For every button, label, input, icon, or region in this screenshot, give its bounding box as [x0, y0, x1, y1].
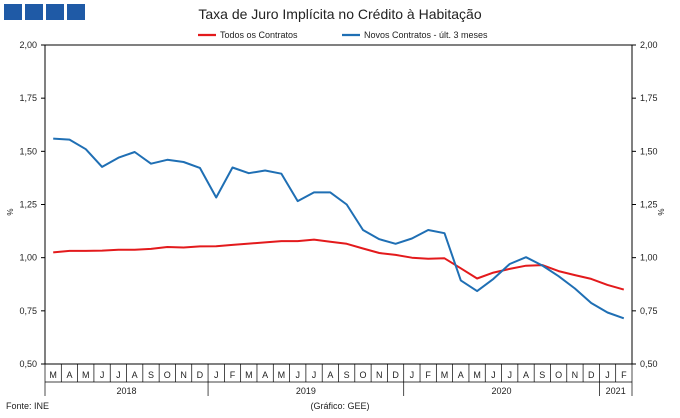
- source-label: Fonte: INE: [6, 401, 50, 411]
- x-tick-label: N: [376, 370, 383, 380]
- series-line: [53, 238, 625, 291]
- x-tick-label: S: [148, 370, 154, 380]
- x-tick-label: A: [132, 370, 138, 380]
- x-tick-label: F: [621, 370, 627, 380]
- y-axis-label-left: %: [6, 208, 15, 215]
- y-tick-label-right: 2,00: [640, 40, 658, 50]
- x-tick-label: D: [588, 370, 595, 380]
- x-tick-label: M: [278, 370, 286, 380]
- x-tick-label: F: [230, 370, 236, 380]
- legend-label: Novos Contratos - últ. 3 meses: [364, 30, 488, 40]
- x-tick-label: S: [539, 370, 545, 380]
- x-tick-label: J: [410, 370, 415, 380]
- chart-title: Taxa de Juro Implícita no Crédito à Habi…: [198, 6, 482, 22]
- x-tick-label: M: [441, 370, 449, 380]
- year-label: 2021: [606, 386, 626, 396]
- y-tick-label-right: 1,25: [640, 200, 658, 210]
- x-tick-label: D: [197, 370, 204, 380]
- y-tick-label-right: 0,75: [640, 306, 658, 316]
- credit-note: (Gráfico: GEE): [310, 401, 370, 411]
- x-tick-label: A: [523, 370, 529, 380]
- x-tick-label: A: [327, 370, 333, 380]
- x-tick-label: O: [164, 370, 171, 380]
- x-tick-label: S: [344, 370, 350, 380]
- y-tick-label-right: 1,00: [640, 253, 658, 263]
- year-label: 2018: [117, 386, 137, 396]
- y-tick-label-right: 1,50: [640, 146, 658, 156]
- x-tick-label: J: [507, 370, 512, 380]
- x-tick-label: J: [116, 370, 121, 380]
- x-tick-label: O: [359, 370, 366, 380]
- series-line: [53, 137, 625, 320]
- x-tick-label: M: [473, 370, 481, 380]
- y-tick-label-left: 1,25: [19, 200, 37, 210]
- x-tick-label: J: [214, 370, 219, 380]
- x-tick-label: M: [49, 370, 57, 380]
- x-tick-label: J: [100, 370, 105, 380]
- x-tick-label: J: [312, 370, 317, 380]
- year-label: 2020: [492, 386, 512, 396]
- x-tick-label: A: [262, 370, 268, 380]
- ine-logo-icon: [4, 4, 85, 20]
- x-tick-label: O: [555, 370, 562, 380]
- x-tick-label: D: [392, 370, 399, 380]
- x-tick-label: J: [605, 370, 610, 380]
- y-axis-label-right: %: [657, 208, 666, 215]
- x-tick-label: J: [491, 370, 496, 380]
- legend-label: Todos os Contratos: [220, 30, 298, 40]
- y-tick-label-right: 0,50: [640, 359, 658, 369]
- x-tick-label: J: [295, 370, 300, 380]
- year-label: 2019: [296, 386, 316, 396]
- y-tick-label-left: 1,00: [19, 253, 37, 263]
- y-tick-label-left: 1,75: [19, 93, 37, 103]
- y-tick-label-left: 0,75: [19, 306, 37, 316]
- y-tick-label-left: 0,50: [19, 359, 37, 369]
- plot-frame: [44, 44, 633, 365]
- x-tick-label: A: [66, 370, 72, 380]
- y-tick-label-right: 1,75: [640, 93, 658, 103]
- y-tick-label-left: 2,00: [19, 40, 37, 50]
- y-tick-label-left: 1,50: [19, 146, 37, 156]
- x-tick-label: N: [572, 370, 579, 380]
- x-tick-label: F: [425, 370, 431, 380]
- x-tick-label: M: [82, 370, 90, 380]
- x-tick-label: M: [245, 370, 253, 380]
- x-tick-label: A: [458, 370, 464, 380]
- x-tick-label: N: [180, 370, 187, 380]
